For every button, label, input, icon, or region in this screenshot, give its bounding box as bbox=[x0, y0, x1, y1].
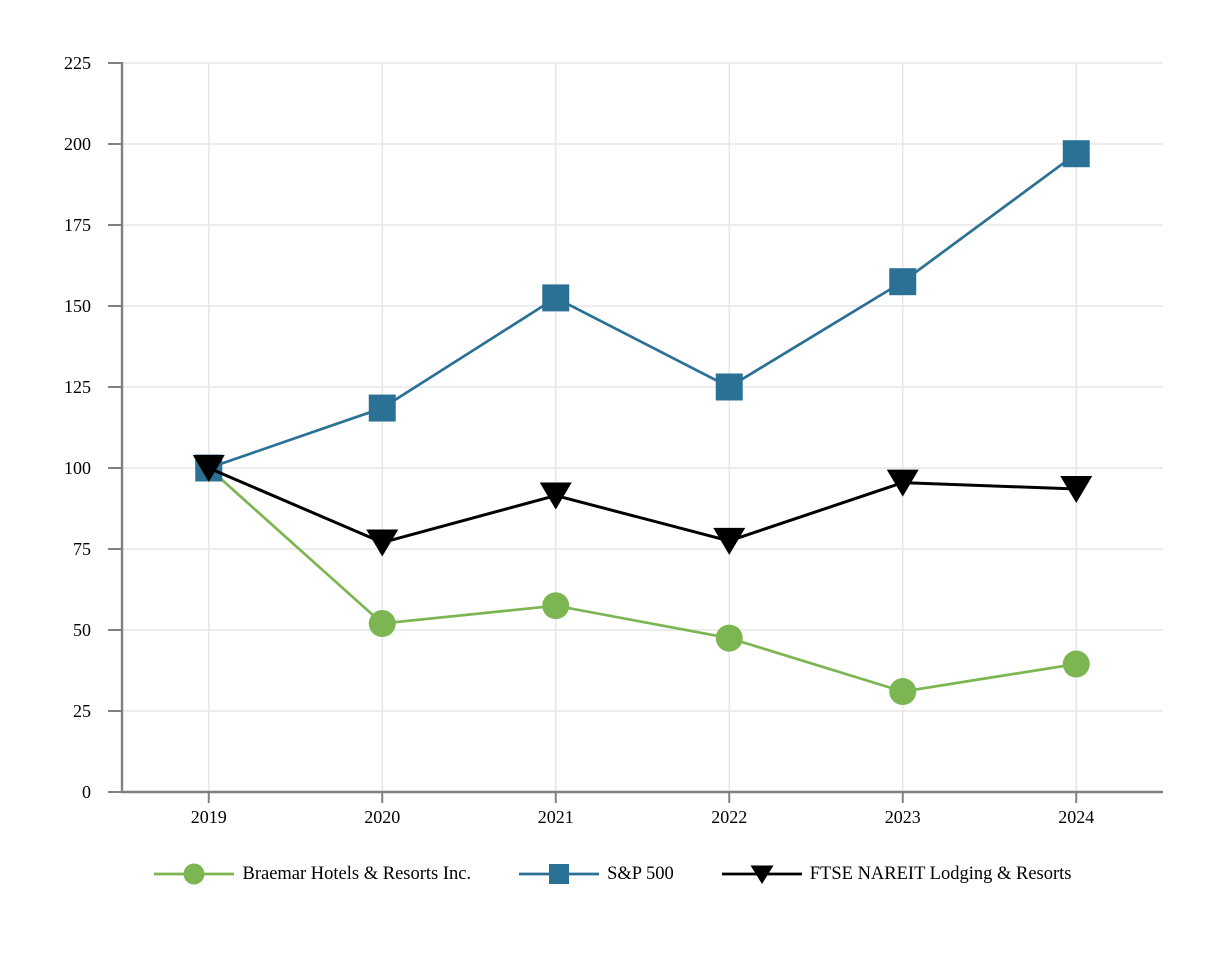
y-tick-label-125: 125 bbox=[64, 377, 91, 397]
legend-circle-marker-icon bbox=[154, 863, 235, 885]
legend-triangle-down-glyph bbox=[750, 865, 774, 884]
line-s-p-500 bbox=[208, 152, 1078, 470]
data-point-ftse-nareit-lodging-resorts-2021 bbox=[539, 482, 572, 510]
data-point-ftse-nareit-lodging-resorts-2020 bbox=[366, 529, 399, 557]
x-tick-label-2019: 2019 bbox=[191, 807, 227, 827]
legend-square-marker-icon bbox=[519, 864, 600, 884]
legend-label-sp500: S&P 500 bbox=[607, 863, 674, 884]
x-tick-label-2021: 2021 bbox=[538, 807, 574, 827]
data-point-ftse-nareit-lodging-resorts-2022 bbox=[713, 527, 746, 555]
y-tick-label-150: 150 bbox=[64, 296, 91, 316]
data-point-s-p-500-2023 bbox=[889, 268, 917, 296]
data-point-braemar-hotels-resorts-inc-2020 bbox=[368, 610, 396, 638]
data-point-s-p-500-2024 bbox=[1062, 140, 1090, 168]
line-ftse-nareit-lodging-resorts bbox=[208, 466, 1077, 545]
x-tick-label-2022: 2022 bbox=[711, 807, 747, 827]
legend-item-ftse-nareit: FTSE NAREIT Lodging & Resorts bbox=[721, 861, 1072, 887]
data-point-ftse-nareit-lodging-resorts-2023 bbox=[886, 469, 919, 497]
data-point-braemar-hotels-resorts-inc-2022 bbox=[715, 624, 743, 652]
legend-circle-glyph bbox=[183, 863, 205, 885]
y-tick-label-0: 0 bbox=[82, 782, 91, 802]
y-tick-label-175: 175 bbox=[64, 215, 91, 235]
legend-item-braemar: Braemar Hotels & Resorts Inc. bbox=[154, 861, 471, 887]
gridlines bbox=[122, 62, 1163, 792]
legend-label-braemar: Braemar Hotels & Resorts Inc. bbox=[242, 863, 472, 884]
y-tick-label-200: 200 bbox=[64, 134, 91, 154]
y-tick-labels: 0 25 50 75 100 125 150 175 200 225 bbox=[64, 53, 91, 802]
chart-legend: Braemar Hotels & Resorts Inc. S&P 500 FT… bbox=[0, 861, 1226, 887]
y-tick-label-75: 75 bbox=[73, 539, 91, 559]
legend-item-sp500: S&P 500 bbox=[519, 861, 674, 887]
data-point-ftse-nareit-lodging-resorts-2024 bbox=[1060, 476, 1093, 504]
x-tick-label-2020: 2020 bbox=[364, 807, 400, 827]
legend-triangle-marker-icon bbox=[721, 865, 802, 884]
data-point-braemar-hotels-resorts-inc-2021 bbox=[542, 592, 570, 620]
axes bbox=[108, 62, 1163, 803]
series-s-p-500 bbox=[195, 140, 1090, 482]
legend-square-glyph bbox=[549, 864, 570, 884]
y-tick-label-25: 25 bbox=[73, 701, 91, 721]
data-point-braemar-hotels-resorts-inc-2023 bbox=[889, 678, 917, 706]
data-point-braemar-hotels-resorts-inc-2024 bbox=[1062, 650, 1090, 678]
y-tick-label-100: 100 bbox=[64, 458, 91, 478]
y-tick-label-50: 50 bbox=[73, 620, 91, 640]
x-tick-label-2023: 2023 bbox=[885, 807, 921, 827]
data-point-s-p-500-2022 bbox=[715, 373, 743, 401]
series-braemar-hotels-resorts-inc bbox=[195, 454, 1090, 706]
data-point-ftse-nareit-lodging-resorts-2019 bbox=[192, 455, 225, 482]
y-tick-label-225: 225 bbox=[64, 53, 91, 73]
legend-label-ftse-nareit: FTSE NAREIT Lodging & Resorts bbox=[809, 863, 1072, 884]
series-ftse-nareit-lodging-resorts bbox=[192, 455, 1093, 557]
line-braemar-hotels-resorts-inc bbox=[207, 466, 1077, 693]
data-point-s-p-500-2021 bbox=[542, 284, 570, 312]
data-point-s-p-500-2020 bbox=[368, 394, 396, 422]
x-tick-labels: 2019 2020 2021 2022 2023 2024 bbox=[191, 807, 1095, 827]
x-tick-label-2024: 2024 bbox=[1058, 807, 1094, 827]
